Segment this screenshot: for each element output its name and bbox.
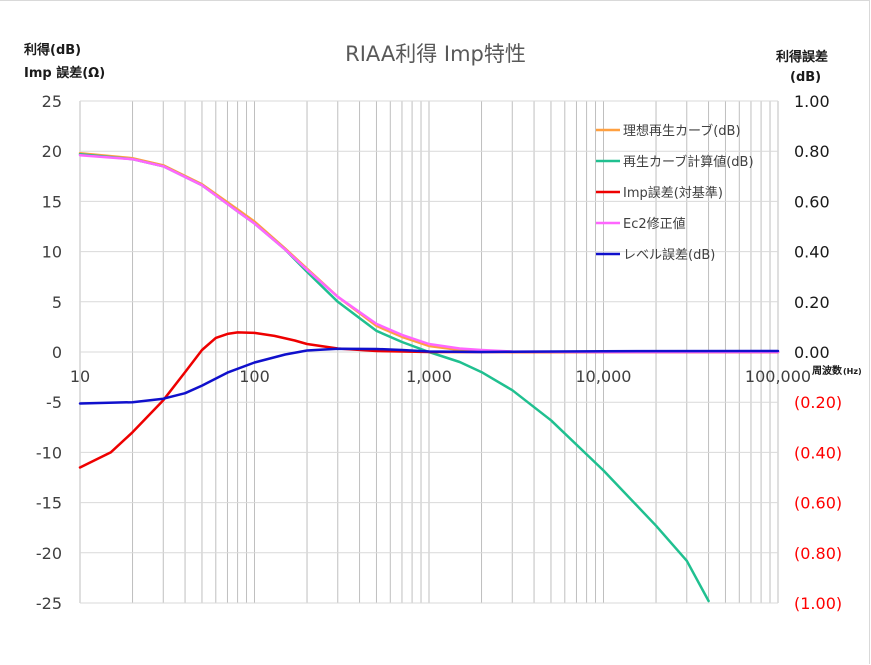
series-line — [78, 331, 780, 469]
legend-label: 再生カーブ計算値(dB) — [623, 154, 754, 170]
x-tick-label: 10,000 — [576, 367, 632, 386]
y-right-tick-label: 0.60 — [794, 192, 830, 211]
y-right-tick-label: (0.80) — [794, 544, 842, 563]
series-line — [78, 347, 780, 405]
y-right-tick-label: (0.40) — [794, 443, 842, 462]
y-left-axis-label-line1: 利得(dB) — [24, 43, 82, 58]
y-right-tick-label: (0.60) — [794, 494, 842, 513]
y-right-tick-label: 0.20 — [794, 293, 830, 312]
y-left-tick-label: 25 — [42, 92, 62, 111]
chart-title: RIAA利得 Imp特性 — [345, 42, 526, 66]
legend-label: Ec2修正値 — [623, 216, 686, 232]
y-right-tick-label: 0.00 — [794, 343, 830, 362]
y-left-tick-label: 0 — [52, 343, 62, 362]
y-left-tick-label: 10 — [42, 243, 62, 262]
x-axis-unit: (Hz) — [843, 367, 862, 376]
x-tick-label: 1,000 — [406, 367, 452, 386]
legend-label: レベル誤差(dB) — [623, 247, 715, 263]
y-right-tick-label: 1.00 — [794, 92, 830, 111]
y-left-tick-label: -5 — [46, 393, 62, 412]
y-right-tick-label: (1.00) — [794, 594, 842, 613]
y-right-tick-label: 0.40 — [794, 243, 830, 262]
y-left-tick-label: -15 — [36, 494, 62, 513]
y-left-axis-label-line2: Imp 誤差(Ω) — [24, 66, 106, 81]
x-tick-label: 100,000 — [745, 367, 811, 386]
legend-label: Imp誤差(対基準) — [623, 185, 723, 201]
x-axis-title: 周波数 — [812, 364, 843, 377]
y-right-tick-label: 0.80 — [794, 142, 830, 161]
x-tick-label: 10 — [70, 367, 90, 386]
y-left-tick-label: -25 — [36, 594, 62, 613]
y-right-axis-label-line2: (dB) — [790, 70, 822, 85]
y-left-tick-label: 15 — [42, 192, 62, 211]
y-left-tick-label: 20 — [42, 142, 62, 161]
series-line — [78, 153, 780, 354]
y-right-tick-label: (0.20) — [794, 393, 842, 412]
y-left-tick-label: -10 — [36, 443, 62, 462]
y-right-axis-label-line1: 利得誤差 — [776, 50, 829, 65]
legend-label: 理想再生カーブ(dB) — [623, 123, 741, 139]
y-left-tick-label: 5 — [52, 293, 62, 312]
x-tick-label: 100 — [239, 367, 270, 386]
y-left-tick-label: -20 — [36, 544, 62, 563]
